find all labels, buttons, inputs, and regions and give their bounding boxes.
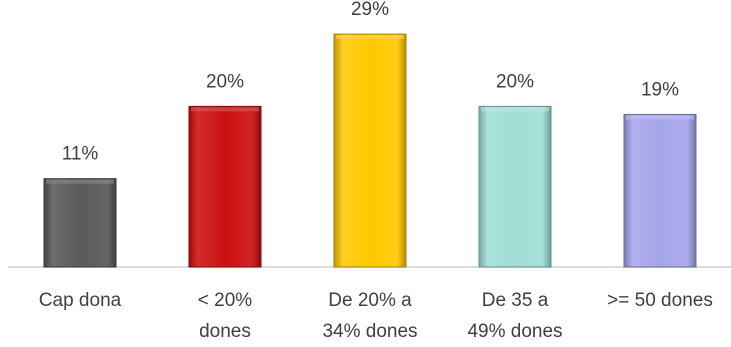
x-tick-label-1: Cap dona — [39, 290, 122, 311]
bar-3 — [333, 33, 407, 268]
data-label-5: 19% — [641, 79, 679, 100]
bar-2 — [188, 105, 262, 268]
x-tick-label-5: >= 50 dones — [607, 290, 713, 311]
bar-highlight-5 — [626, 115, 694, 120]
x-tick-label-3: De 20% a 34% dones — [322, 290, 417, 342]
x-tick-label-4: De 35 a 49% dones — [467, 290, 562, 342]
x-tick-labels-group: Cap dona < 20% dones De 20% a 34% dones De 35… — [39, 290, 713, 342]
bar-5 — [623, 113, 697, 268]
data-label-4: 20% — [496, 71, 534, 92]
bar-4 — [478, 105, 552, 268]
bar-highlight-1 — [46, 179, 114, 184]
bar-highlight-2 — [191, 107, 259, 112]
x-tick-label-2: < 20% dones — [198, 290, 253, 342]
data-label-2: 20% — [206, 71, 244, 92]
data-labels-group: 11% 20% 29% 20% 19% — [62, 0, 679, 165]
bar-1 — [43, 178, 117, 268]
data-label-1: 11% — [62, 144, 99, 165]
bar-highlight-3 — [336, 35, 404, 40]
data-label-3: 29% — [351, 0, 389, 20]
bars-group — [43, 33, 697, 268]
bar-highlight-4 — [481, 107, 549, 112]
